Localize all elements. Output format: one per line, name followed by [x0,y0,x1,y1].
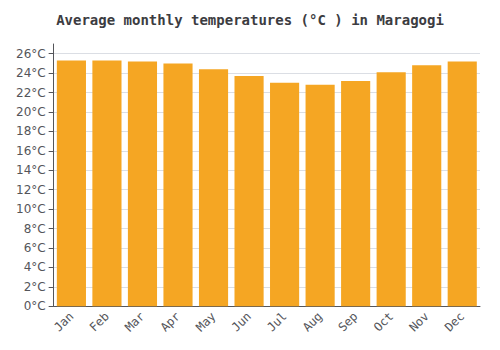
svg-text:8°C: 8°C [24,222,46,236]
svg-text:Mar: Mar [122,309,147,334]
svg-text:Jun: Jun [229,309,254,334]
svg-text:Apr: Apr [158,309,183,334]
svg-text:Dec: Dec [442,309,467,334]
svg-text:Average monthly temperatures (: Average monthly temperatures (°C ) in Ma… [56,12,444,28]
svg-text:Aug: Aug [300,309,325,334]
svg-text:14°C: 14°C [16,163,46,177]
svg-text:Oct: Oct [371,309,396,334]
svg-text:26°C: 26°C [16,47,46,61]
svg-text:Jan: Jan [51,309,76,334]
svg-text:2°C: 2°C [24,280,46,294]
svg-text:20°C: 20°C [16,105,46,119]
svg-text:24°C: 24°C [16,66,46,80]
svg-text:Nov: Nov [406,309,431,334]
svg-text:12°C: 12°C [16,183,46,197]
svg-text:16°C: 16°C [16,144,46,158]
svg-text:Feb: Feb [87,309,112,334]
svg-text:22°C: 22°C [16,86,46,100]
svg-text:0°C: 0°C [24,299,46,313]
svg-text:Jul: Jul [264,309,289,334]
svg-text:May: May [193,309,218,334]
svg-text:18°C: 18°C [16,124,46,138]
svg-text:10°C: 10°C [16,202,46,216]
svg-text:Sep: Sep [335,309,360,334]
svg-text:6°C: 6°C [24,241,46,255]
svg-text:4°C: 4°C [24,260,46,274]
